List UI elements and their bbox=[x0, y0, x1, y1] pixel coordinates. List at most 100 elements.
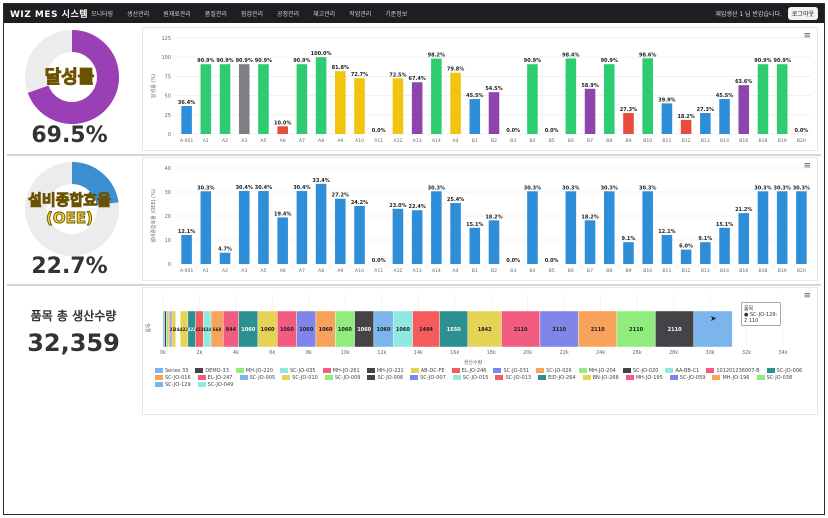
legend-item[interactable]: EL-JO-247 bbox=[197, 375, 233, 382]
legend-item[interactable]: SC-JO-016 bbox=[155, 375, 191, 382]
legend-swatch bbox=[495, 375, 504, 380]
bar bbox=[488, 220, 500, 264]
legend-item[interactable]: SC-JO-009 bbox=[324, 375, 360, 382]
legend-item[interactable]: SC-JO-013 bbox=[495, 375, 531, 382]
legend-item[interactable]: EL-JO-246 bbox=[451, 368, 486, 375]
menu-item-monitoring[interactable]: 모니터링 bbox=[91, 11, 114, 18]
menu-item-quality[interactable]: 품질관리 bbox=[204, 11, 227, 18]
menu-item-inspection[interactable]: 점검관리 bbox=[240, 11, 263, 18]
legend-swatch bbox=[155, 382, 163, 387]
legend-item[interactable]: DEMO-33 bbox=[195, 368, 229, 375]
data-label: 63.6% bbox=[735, 79, 752, 85]
data-label: 424 bbox=[203, 327, 212, 332]
legend-item[interactable]: SC-JO-008 bbox=[367, 375, 403, 382]
data-label: 25.4% bbox=[447, 197, 464, 203]
menu-item-inventory[interactable]: 재고관리 bbox=[313, 11, 336, 18]
x-tick-label: 14k bbox=[414, 350, 423, 356]
legend-item[interactable]: SC-JO-006 bbox=[766, 368, 802, 375]
legend-item[interactable]: SC-JO-020 bbox=[622, 368, 658, 375]
legend-item[interactable]: SC-JO-031 bbox=[493, 368, 529, 375]
bar-segment bbox=[412, 310, 440, 348]
menu-item-work[interactable]: 작업관리 bbox=[349, 11, 372, 18]
data-label: 67.4% bbox=[408, 76, 425, 82]
legend-item[interactable]: SC-JO-005 bbox=[239, 375, 275, 382]
legend-label: MH-JO-196 bbox=[722, 375, 750, 381]
x-tick-label: A4 bbox=[453, 268, 459, 274]
data-label: 98.6% bbox=[639, 52, 656, 58]
x-tick-label: A11 bbox=[374, 138, 383, 144]
legend-item[interactable]: EID-JO-264 bbox=[538, 375, 576, 382]
data-label: 211 bbox=[170, 327, 179, 332]
legend-item[interactable]: SC-JO-026 bbox=[536, 368, 572, 375]
legend-item[interactable]: MH-JO-221 bbox=[366, 368, 404, 375]
legend-item[interactable]: MH-JO-220 bbox=[235, 368, 273, 375]
bar bbox=[642, 58, 653, 134]
bar-segment bbox=[693, 310, 733, 348]
legend-item[interactable]: AA-BB-C1 bbox=[665, 368, 699, 375]
legend-item[interactable]: 101201236007-B bbox=[706, 368, 760, 375]
legend-item[interactable]: SC-JO-010 bbox=[282, 375, 318, 382]
legend-label: MH-JO-204 bbox=[588, 368, 616, 374]
oee-label-line2: (OEE) bbox=[46, 209, 94, 228]
legend-item[interactable]: Series 33 bbox=[155, 368, 188, 375]
data-label: 21.2% bbox=[735, 207, 752, 213]
legend-item[interactable]: SC-JO-007 bbox=[410, 375, 446, 382]
bar bbox=[431, 58, 442, 134]
data-label: 90.9% bbox=[293, 58, 310, 64]
menu-item-material[interactable]: 원재료관리 bbox=[163, 11, 191, 18]
bar bbox=[719, 227, 730, 264]
y-tick-label: 10 bbox=[165, 238, 171, 244]
legend-item[interactable]: MH-JO-261 bbox=[322, 368, 360, 375]
production-chart: 0k 2k 4k 6k 8k 10k 12k 14k 16k 18k 20k 22k 24k 26k 28k… bbox=[142, 287, 818, 415]
data-label: 0.0% bbox=[794, 128, 808, 134]
legend-item[interactable]: SC-JO-038 bbox=[756, 375, 792, 382]
legend-item[interactable]: SC-JO-129 bbox=[155, 382, 191, 389]
legend-item[interactable]: BN-JO-268 bbox=[582, 375, 619, 382]
legend-item[interactable]: SC-JO-049 bbox=[197, 382, 233, 389]
data-label: 81.8% bbox=[332, 65, 349, 71]
bar bbox=[431, 191, 442, 264]
chart-menu-icon[interactable]: ≡ bbox=[803, 291, 811, 301]
chart-menu-icon[interactable]: ≡ bbox=[803, 161, 811, 171]
legend-item[interactable]: SC-JO-015 bbox=[452, 375, 488, 382]
data-label: 45.5% bbox=[466, 93, 483, 99]
brand-logo[interactable]: WIZ MES 시스템 bbox=[10, 7, 88, 20]
legend-item[interactable]: AB-DC-FE bbox=[410, 368, 445, 375]
legend-item[interactable]: MH-JO-204 bbox=[578, 368, 616, 375]
legend-item[interactable]: MH-JO-195 bbox=[625, 375, 663, 382]
bar bbox=[296, 64, 308, 134]
data-label: 6.0% bbox=[679, 244, 693, 250]
x-tick-label: A7 bbox=[299, 268, 305, 274]
data-label: 422 bbox=[188, 327, 197, 332]
data-label: 668 bbox=[213, 327, 222, 332]
tooltip-header: 품목 bbox=[744, 306, 754, 312]
legend-item[interactable]: MH-JO-196 bbox=[712, 375, 750, 382]
legend-item[interactable]: SC-JO-059 bbox=[669, 375, 705, 382]
data-label: 18.2% bbox=[677, 114, 694, 120]
logout-button[interactable]: 로그아웃 bbox=[787, 7, 818, 20]
data-label: 4.7% bbox=[218, 247, 232, 253]
bar-segment bbox=[166, 310, 169, 348]
menu-item-production[interactable]: 생산관리 bbox=[127, 11, 150, 18]
legend-item[interactable]: SC-JO-035 bbox=[279, 368, 316, 375]
x-tick-label: A3 bbox=[241, 138, 247, 144]
x-tick-label: A5 bbox=[260, 138, 266, 144]
legend-swatch bbox=[706, 368, 715, 373]
x-tick-label: B1 bbox=[472, 268, 478, 274]
menu-item-master-data[interactable]: 기준정보 bbox=[385, 11, 408, 18]
x-tick-label: B10 bbox=[643, 268, 652, 274]
x-tick-label: A6 bbox=[280, 268, 286, 274]
data-label: 72.7% bbox=[351, 72, 368, 78]
bar bbox=[354, 78, 365, 134]
bar bbox=[335, 198, 346, 264]
x-tick-label: 4k bbox=[233, 350, 239, 356]
legend-swatch bbox=[282, 375, 291, 380]
data-label: 30.3% bbox=[793, 185, 810, 191]
legend-swatch bbox=[451, 368, 460, 373]
data-label: 1842 bbox=[478, 327, 492, 333]
bar bbox=[238, 64, 250, 134]
menu-item-process[interactable]: 공정관리 bbox=[276, 11, 300, 18]
brand-sub: 시스템 bbox=[61, 10, 89, 20]
data-label: 30.4% bbox=[236, 185, 253, 191]
chart-menu-icon[interactable]: ≡ bbox=[803, 31, 811, 41]
